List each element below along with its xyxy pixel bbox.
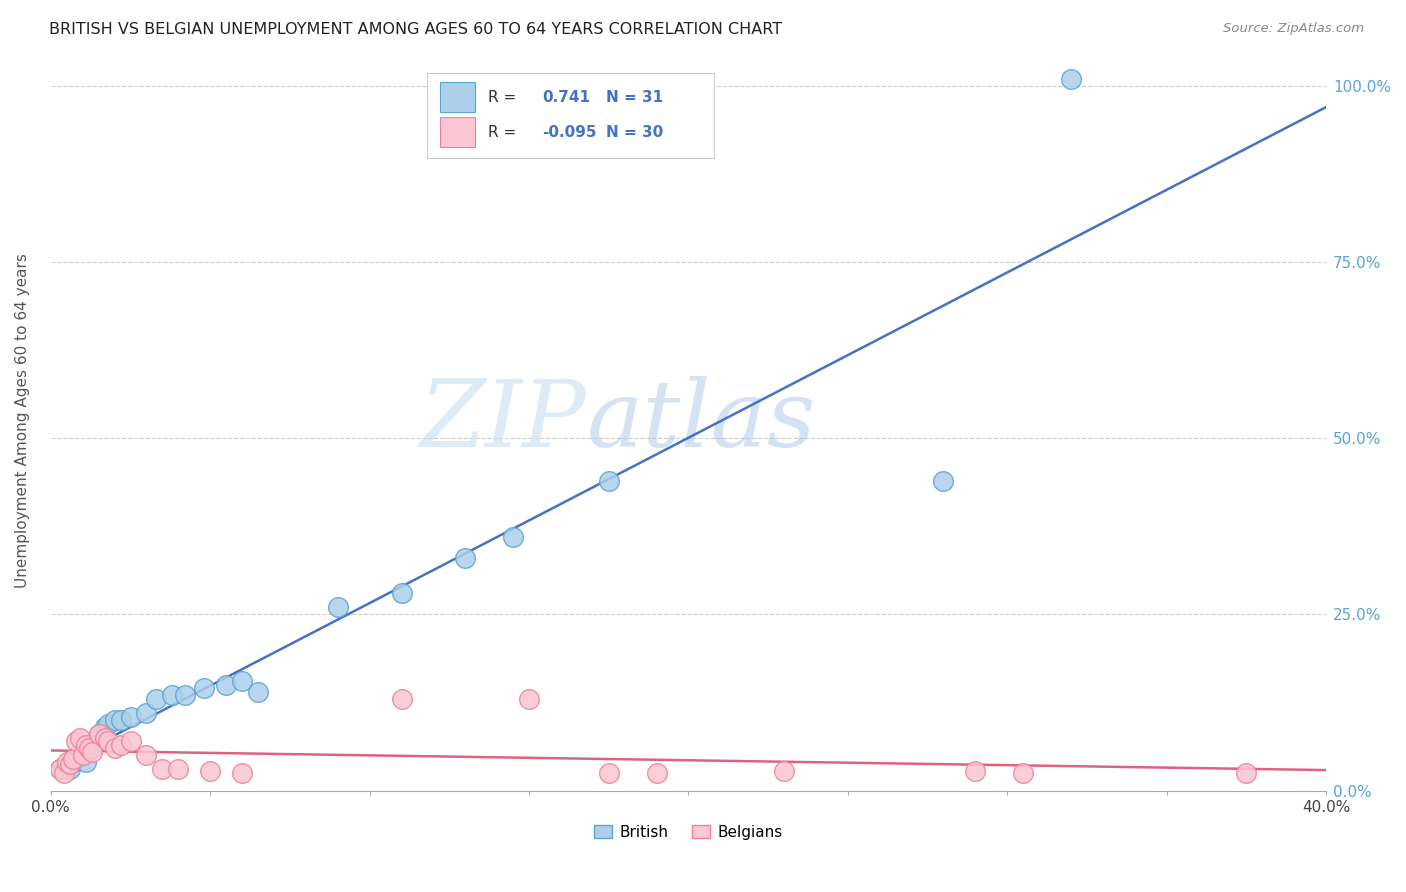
Point — [69, 745, 91, 759]
Point — [167, 763, 190, 777]
Point — [104, 713, 127, 727]
Point — [110, 713, 132, 727]
Point — [1234, 766, 1257, 780]
Point — [598, 766, 620, 780]
FancyBboxPatch shape — [427, 73, 714, 158]
Point — [82, 741, 104, 756]
Point — [193, 681, 215, 696]
Point — [77, 741, 100, 756]
Point — [135, 748, 157, 763]
Point — [49, 763, 72, 777]
Point — [62, 756, 84, 770]
Point — [247, 685, 270, 699]
Point — [65, 752, 87, 766]
Point — [77, 738, 100, 752]
Point — [598, 474, 620, 488]
Point — [215, 678, 238, 692]
Text: atlas: atlas — [586, 376, 815, 466]
Point — [173, 689, 195, 703]
Text: Source: ZipAtlas.com: Source: ZipAtlas.com — [1223, 22, 1364, 36]
Point — [160, 689, 183, 703]
Point — [326, 600, 349, 615]
Text: 0.741: 0.741 — [541, 90, 589, 104]
Point — [231, 674, 253, 689]
Point — [773, 764, 796, 778]
Point — [145, 692, 167, 706]
Point — [454, 551, 477, 566]
Point — [62, 752, 84, 766]
Point — [69, 731, 91, 745]
Text: -0.095: -0.095 — [541, 125, 596, 139]
Point — [87, 727, 110, 741]
Point — [94, 720, 117, 734]
Text: N = 30: N = 30 — [606, 125, 662, 139]
Text: N = 31: N = 31 — [606, 90, 662, 104]
Point — [75, 756, 97, 770]
Point — [97, 716, 120, 731]
Point — [120, 734, 142, 748]
Point — [1012, 766, 1035, 780]
Point — [49, 763, 72, 777]
Point — [645, 766, 668, 780]
Point — [517, 692, 540, 706]
Point — [110, 738, 132, 752]
Point — [75, 738, 97, 752]
Point — [59, 763, 82, 777]
Point — [97, 734, 120, 748]
FancyBboxPatch shape — [440, 117, 475, 147]
Point — [55, 756, 77, 770]
Point — [135, 706, 157, 720]
Point — [59, 756, 82, 771]
Point — [391, 586, 413, 600]
Point — [502, 530, 524, 544]
Text: BRITISH VS BELGIAN UNEMPLOYMENT AMONG AGES 60 TO 64 YEARS CORRELATION CHART: BRITISH VS BELGIAN UNEMPLOYMENT AMONG AG… — [49, 22, 782, 37]
Point — [152, 763, 174, 777]
Point — [391, 692, 413, 706]
Point — [82, 745, 104, 759]
Point — [104, 741, 127, 756]
Point — [965, 764, 987, 778]
Point — [52, 766, 75, 780]
Point — [231, 766, 253, 780]
FancyBboxPatch shape — [440, 82, 475, 112]
Point — [55, 759, 77, 773]
Text: R =: R = — [488, 125, 516, 139]
Y-axis label: Unemployment Among Ages 60 to 64 years: Unemployment Among Ages 60 to 64 years — [15, 253, 30, 588]
Text: ZIP: ZIP — [420, 376, 586, 466]
Point — [1060, 71, 1083, 86]
Point — [200, 764, 222, 778]
Point — [87, 727, 110, 741]
Point — [94, 731, 117, 745]
Legend: British, Belgians: British, Belgians — [588, 819, 789, 846]
Point — [72, 748, 94, 763]
Point — [932, 474, 955, 488]
Point — [72, 741, 94, 756]
Point — [120, 709, 142, 723]
Point — [65, 734, 87, 748]
Text: R =: R = — [488, 90, 516, 104]
